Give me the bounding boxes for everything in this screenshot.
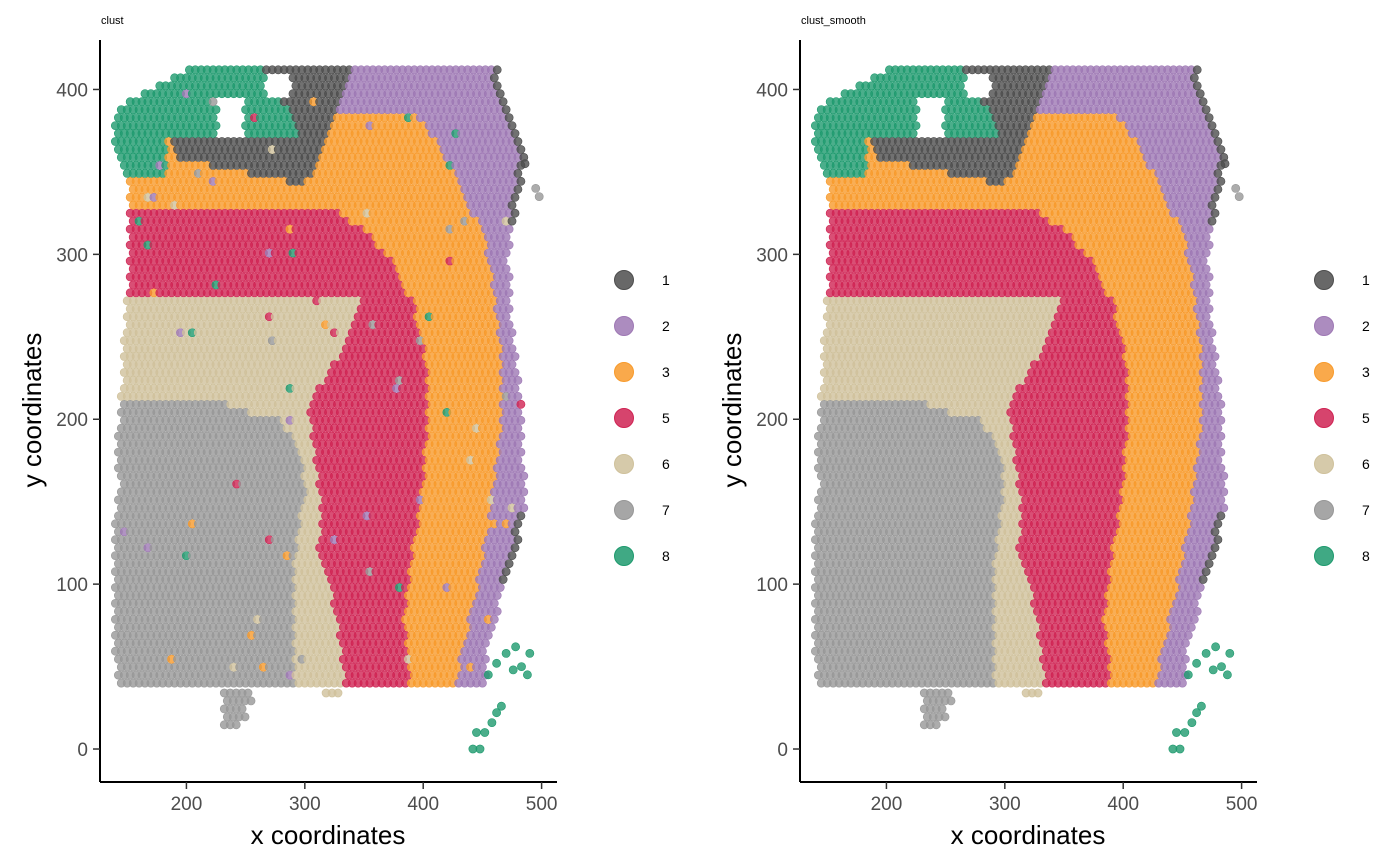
scatter-point xyxy=(255,81,265,91)
scatter-point xyxy=(510,192,520,202)
scatter-point xyxy=(516,399,526,409)
scatter-point xyxy=(504,559,514,568)
scatter-point xyxy=(477,646,487,656)
scatter-point xyxy=(501,264,511,274)
scatter-point xyxy=(513,184,523,194)
scatter-point xyxy=(258,89,268,99)
scatter-point xyxy=(507,200,517,210)
scatter-point xyxy=(513,519,523,529)
scatter-point xyxy=(510,527,520,537)
scatter-point xyxy=(507,328,517,337)
scatter-points xyxy=(111,65,544,754)
scatter-point xyxy=(513,535,523,545)
scatter-point xyxy=(516,415,526,425)
scatter-point xyxy=(495,583,505,592)
scatter-point xyxy=(501,232,511,242)
scatter-point xyxy=(519,471,529,481)
scatter-point xyxy=(516,479,526,489)
scatter-point xyxy=(492,591,502,600)
scatter-point xyxy=(477,662,487,672)
scatter-point xyxy=(504,320,514,330)
scatter-point xyxy=(510,129,520,138)
scatter-point xyxy=(507,344,517,353)
scatter-point xyxy=(501,248,511,258)
scatter-point xyxy=(513,391,523,401)
scatter-point xyxy=(516,511,526,521)
scatter-point xyxy=(513,423,523,433)
scatter-point xyxy=(510,383,520,393)
scatter-point xyxy=(501,280,511,290)
scatter-point xyxy=(516,495,526,505)
scatter-point xyxy=(501,296,511,306)
scatter-point xyxy=(507,216,517,226)
scatter-point xyxy=(513,455,523,465)
scatter-point xyxy=(504,224,514,234)
scatter-point xyxy=(513,439,523,449)
scatter-point xyxy=(504,336,514,345)
scatter-point xyxy=(510,208,520,218)
scatter-point xyxy=(510,368,520,377)
scatter-point xyxy=(498,97,508,107)
scatter-point xyxy=(495,89,505,99)
scatter-point xyxy=(504,272,514,282)
scatter-point xyxy=(480,654,490,664)
scatter-point xyxy=(504,288,514,298)
scatter-point xyxy=(498,575,508,584)
scatter-point xyxy=(519,487,529,497)
scatter-point xyxy=(208,97,218,107)
scatter-point xyxy=(516,431,526,441)
scatter-point xyxy=(489,599,499,608)
scatter-point xyxy=(483,630,493,640)
scatter-point xyxy=(516,176,526,186)
scatter-point xyxy=(492,607,502,616)
scatter-point xyxy=(211,121,221,130)
scatter-point xyxy=(489,615,499,624)
scatter-point xyxy=(516,145,526,154)
scatter-point xyxy=(513,407,523,417)
scatter-point xyxy=(477,678,487,688)
scatter-point xyxy=(498,256,508,266)
scatter-point xyxy=(504,240,514,250)
scatter-point xyxy=(510,543,520,553)
scatter-point xyxy=(501,567,511,576)
scatter-point xyxy=(504,113,514,122)
scatter-point xyxy=(516,447,526,457)
scatter-point xyxy=(507,360,517,369)
scatter-point xyxy=(501,105,511,114)
scatter-point xyxy=(501,312,511,322)
scatter-point xyxy=(510,352,520,361)
scatter-point xyxy=(486,622,496,632)
scatter-point xyxy=(507,121,517,130)
scatter-point xyxy=(504,304,514,314)
scatter-point xyxy=(513,375,523,385)
scatter-point xyxy=(480,638,490,648)
scatter-point xyxy=(507,551,517,560)
scatter-point xyxy=(519,503,529,513)
scatter-point xyxy=(513,168,523,178)
chart-title: clust xyxy=(101,15,124,27)
scatter-point xyxy=(208,129,218,138)
scatter-point xyxy=(513,137,523,146)
scatter-point xyxy=(516,463,526,473)
scatter-point xyxy=(211,105,221,114)
scatter-point xyxy=(208,113,218,122)
